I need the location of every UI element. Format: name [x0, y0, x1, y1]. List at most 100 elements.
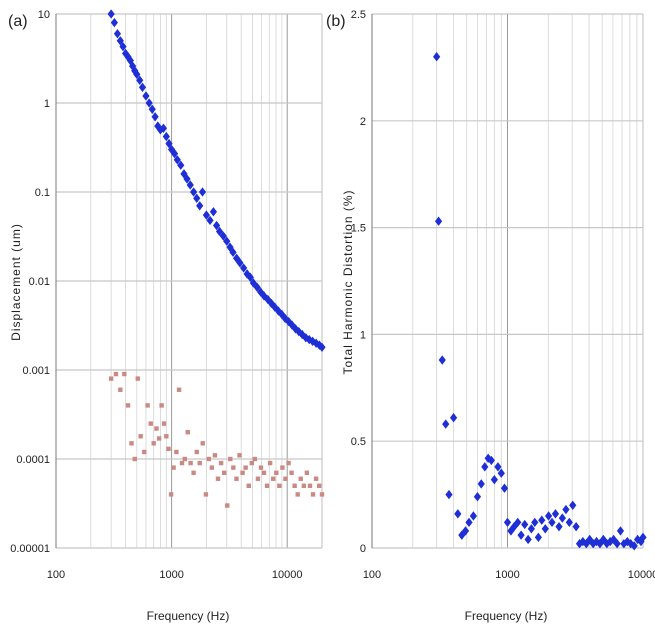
- panel-a-series-1-point: [190, 187, 198, 197]
- panel-a-series-1-point: [159, 123, 168, 133]
- panel-a-series-2-point: [234, 476, 239, 481]
- panel-b-series-1-point: [538, 515, 546, 525]
- panel-a-series-2-point: [221, 470, 227, 475]
- panel-b-series-1-point: [458, 530, 466, 540]
- panel-a-series-1-point: [302, 333, 310, 343]
- panel-a-y-tick-label: 1: [44, 98, 50, 110]
- panel-a-series-2-point: [212, 453, 218, 458]
- panel-a-series-1-point: [145, 98, 153, 108]
- panel-b-series-1-point: [487, 455, 495, 466]
- panel-b-series-1-point: [477, 479, 485, 489]
- panel-a-series-2-point: [307, 483, 313, 488]
- panel-a-series-2-point: [166, 446, 171, 452]
- panel-a-series-2-point: [298, 476, 303, 481]
- panel-a-series-1-point: [110, 17, 118, 28]
- panel-a-series-1-point: [156, 125, 164, 135]
- panel-a-series-1-point: [288, 320, 296, 330]
- panel-a-x-tick-label: 1000: [159, 569, 183, 581]
- panel-b-series-1-point: [582, 539, 590, 549]
- panel-b-series-1-point: [616, 526, 625, 536]
- panel-a-series-2-point: [280, 465, 285, 470]
- panel-b-series-1-point: [433, 52, 441, 62]
- panel-b-series-1-point: [465, 517, 473, 528]
- panel-a-y-tick-label: 0.1: [35, 187, 50, 199]
- panel-a-series-1-point: [253, 282, 261, 292]
- panel-b-y-tick-label: 0.5: [351, 436, 366, 448]
- panel-b-series-1-point: [630, 541, 638, 551]
- panel-a-series-1-point: [260, 291, 268, 301]
- panel-a-series-1-point: [162, 131, 170, 142]
- panel-a-series-2-point: [255, 476, 261, 481]
- panel-b-chart: (b) 0 0.5 1 1.5 2 2.5 100 1000 10000 Frequency (…: [326, 9, 655, 623]
- panel-a-series-2-point: [174, 449, 179, 455]
- panel-b-series-1-point: [544, 511, 553, 521]
- panel-a-series-2-point: [145, 403, 150, 408]
- panel-a-series-1-point: [165, 138, 173, 149]
- panel-b-x-tick-label: 10000: [628, 569, 655, 581]
- panel-a-series-2-point: [316, 483, 322, 488]
- panel-a-series-1-point: [278, 309, 286, 320]
- panel-a-series-2-point: [258, 465, 264, 470]
- panel-b-series-1-point: [503, 517, 512, 528]
- panel-a-series-2-point: [129, 441, 134, 446]
- panel-a-series-1-point: [138, 82, 147, 93]
- panel-a-y-axis-title: Displacement (um): [9, 223, 23, 341]
- panel-a-series-2-point: [151, 441, 156, 446]
- panel-a-series-2-point: [171, 465, 176, 470]
- panel-a-series-1-point: [315, 340, 324, 350]
- panel-b-series-1-point: [541, 524, 549, 534]
- panel-a-series-2-point: [108, 376, 114, 381]
- panel-a-series-1-point: [264, 294, 272, 305]
- panel-b-series-1-point: [589, 539, 597, 549]
- panel-a-series-2-point: [118, 387, 123, 392]
- panel-a-series-2-point: [286, 460, 291, 466]
- panel-a-label: (a): [8, 13, 28, 30]
- panel-a-series-1-point: [226, 242, 234, 252]
- panel-a-series-2-point: [271, 476, 276, 481]
- panel-b-series-1-point: [606, 536, 614, 547]
- panel-b-series-1-point: [497, 468, 505, 478]
- panel-b-series-1-point: [490, 474, 498, 485]
- panel-b-series-1-point: [524, 534, 532, 545]
- panel-a-series-2-point: [228, 456, 233, 462]
- panel-a-series-2-point: [138, 434, 143, 439]
- panel-a-series-2-point: [185, 430, 190, 435]
- panel-b-x-tick-label: 100: [363, 569, 381, 581]
- panel-a-series-2-point: [237, 453, 242, 458]
- panel-a-series-1-point: [219, 231, 227, 241]
- panel-a-series-1-point: [206, 215, 214, 226]
- panel-a-series-2-point: [200, 441, 205, 446]
- panel-a-series-1-point: [107, 9, 115, 19]
- panel-a-series-1-point: [318, 342, 326, 352]
- panel-a-series-1-point: [151, 112, 159, 122]
- panel-a-series-1-point: [246, 272, 254, 282]
- panel-b-series-1-point: [473, 492, 482, 502]
- panel-a-series-2-point: [261, 470, 267, 475]
- panel-a-series-1-point: [212, 220, 221, 231]
- panel-b-series-1-point: [592, 536, 601, 547]
- panel-a-series-2-point: [125, 403, 131, 408]
- panel-a-series-1-point: [229, 247, 237, 258]
- panel-a-series-2-point: [274, 470, 279, 475]
- panel-b-series-1-point: [438, 355, 446, 365]
- panel-b-series-1-point: [586, 534, 594, 545]
- panel-b-series-1-point: [461, 526, 470, 536]
- panel-a-series-2-point: [313, 476, 319, 481]
- panel-b-series-1-point: [527, 524, 535, 534]
- panel-a-series-2-point: [148, 421, 153, 426]
- panel-a-series-2-point: [231, 465, 236, 470]
- panel-b-series-1-point: [514, 517, 522, 528]
- panel-a-series-2-point: [277, 483, 282, 488]
- panel-a-series-2-point: [304, 470, 310, 475]
- panel-a-series-1-point: [295, 326, 303, 337]
- panel-a-series-1-point: [198, 187, 207, 197]
- panel-b-series-1-point: [572, 521, 580, 532]
- panel-a-series-2-point: [132, 456, 137, 462]
- panel-b-series-1-point: [521, 519, 529, 530]
- panel-a-series-1-point: [291, 324, 300, 334]
- panel-b-series-1-point: [445, 489, 453, 500]
- panel-a-series-2-point: [225, 503, 230, 508]
- panel-b-x-tick-label: 1000: [495, 569, 519, 581]
- panel-a-series-2-point: [289, 470, 294, 475]
